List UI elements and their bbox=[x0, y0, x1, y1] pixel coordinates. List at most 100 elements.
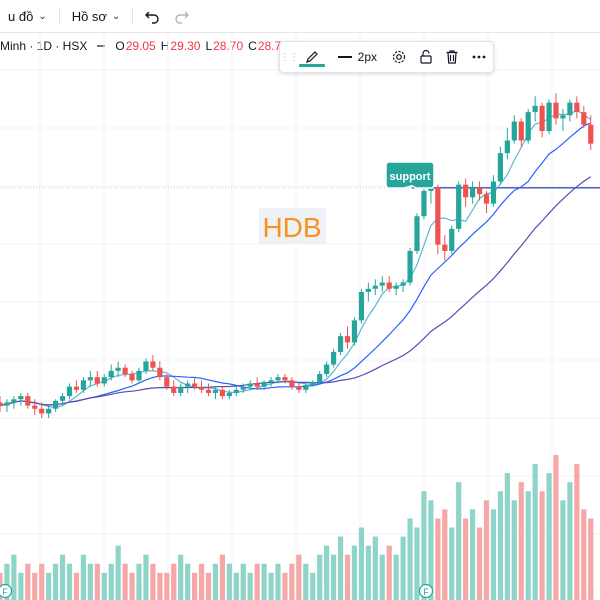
event-badge-label: F bbox=[423, 587, 429, 597]
volume-bar bbox=[178, 554, 184, 600]
candle bbox=[476, 181, 483, 201]
close-label: C bbox=[248, 39, 257, 53]
candle bbox=[122, 364, 128, 378]
volume-bar bbox=[386, 545, 392, 600]
candle bbox=[66, 383, 73, 400]
candle bbox=[192, 377, 198, 390]
pencil-icon bbox=[305, 51, 318, 63]
volume-bar bbox=[254, 563, 260, 600]
volume-bar bbox=[546, 473, 552, 600]
volume-bar bbox=[497, 491, 503, 600]
candle bbox=[282, 374, 288, 384]
candle bbox=[164, 374, 170, 390]
lock-button[interactable] bbox=[413, 42, 439, 72]
candle bbox=[101, 374, 107, 387]
candle bbox=[25, 392, 31, 409]
candle bbox=[400, 279, 406, 292]
redo-button[interactable] bbox=[167, 0, 197, 32]
toolbar-divider bbox=[58, 7, 60, 25]
event-badge-1[interactable]: F bbox=[0, 583, 13, 599]
delete-button[interactable] bbox=[439, 42, 465, 72]
volume-bar bbox=[393, 554, 399, 600]
support-callout[interactable]: support bbox=[385, 161, 435, 189]
collapse-icon[interactable] bbox=[97, 45, 106, 47]
drag-handle-icon[interactable]: ⋮⋮ bbox=[280, 51, 299, 63]
candle bbox=[171, 380, 177, 397]
candle bbox=[233, 386, 239, 397]
candle bbox=[546, 99, 552, 135]
callout-shape bbox=[385, 161, 435, 189]
volume-bar bbox=[435, 518, 441, 600]
profile-menu-label: Hồ sơ bbox=[71, 8, 107, 24]
volume-bar bbox=[365, 545, 371, 600]
volume-bar bbox=[87, 563, 93, 600]
volume-bar bbox=[185, 563, 191, 600]
volume-bar bbox=[11, 554, 17, 600]
candle bbox=[39, 402, 45, 419]
candle bbox=[18, 392, 24, 406]
symbol-label[interactable]: Minh · 1D · HSX bbox=[0, 39, 88, 53]
line-width-button[interactable]: 2px bbox=[330, 42, 385, 72]
candle bbox=[268, 377, 274, 387]
volume-bar bbox=[4, 563, 10, 600]
undo-icon bbox=[145, 11, 160, 24]
color-button[interactable] bbox=[294, 42, 330, 72]
candle bbox=[511, 115, 517, 144]
volume-bar bbox=[407, 518, 413, 600]
candle bbox=[324, 361, 330, 378]
volume-bar bbox=[525, 491, 531, 600]
candle bbox=[539, 102, 545, 138]
candle bbox=[157, 361, 163, 381]
chevron-down-icon: ⌄ bbox=[38, 10, 47, 22]
volume-bar bbox=[358, 527, 364, 600]
undo-button[interactable] bbox=[137, 0, 167, 32]
volume-bar bbox=[372, 536, 378, 600]
volume-bar bbox=[46, 572, 52, 600]
open-label: O bbox=[115, 39, 125, 53]
chart-menu[interactable]: u đồ ⌄ bbox=[0, 0, 55, 32]
volume-bar bbox=[25, 563, 31, 600]
volume-bar bbox=[226, 563, 232, 600]
event-badge-2[interactable]: F bbox=[418, 583, 434, 599]
candle bbox=[365, 282, 371, 302]
profile-menu[interactable]: Hồ sơ ⌄ bbox=[64, 0, 129, 32]
candle bbox=[567, 99, 573, 122]
candle bbox=[143, 358, 149, 375]
volume-bar bbox=[268, 572, 274, 600]
volume-bar bbox=[164, 572, 170, 600]
candle bbox=[59, 392, 66, 406]
candle bbox=[518, 118, 524, 147]
volume-bar bbox=[247, 572, 253, 600]
volume-bar bbox=[351, 545, 358, 600]
lock-icon bbox=[420, 49, 432, 64]
more-button[interactable] bbox=[465, 42, 493, 72]
candle bbox=[11, 396, 17, 409]
candle bbox=[247, 380, 253, 390]
volume-bar bbox=[574, 464, 580, 600]
candle bbox=[497, 146, 503, 185]
volume-bar bbox=[337, 536, 344, 600]
candle bbox=[53, 399, 59, 412]
candle bbox=[414, 213, 420, 255]
volume-bar bbox=[414, 527, 420, 600]
candle bbox=[226, 389, 232, 400]
volume-bar bbox=[171, 563, 177, 600]
candle bbox=[504, 127, 510, 160]
settings-button[interactable] bbox=[385, 42, 413, 72]
volume-bar bbox=[108, 563, 114, 600]
volume-bar bbox=[588, 518, 594, 600]
volume-bar bbox=[449, 527, 455, 600]
volume-bar bbox=[400, 536, 406, 600]
moving-average-line bbox=[0, 122, 592, 407]
callout-text: support bbox=[390, 171, 431, 183]
candle bbox=[303, 383, 309, 393]
candle bbox=[4, 399, 10, 412]
moving-average-line bbox=[0, 176, 592, 407]
volume-bar bbox=[150, 563, 156, 600]
candle bbox=[525, 108, 531, 144]
low-value: 28.70 bbox=[213, 39, 244, 53]
candle bbox=[136, 367, 142, 384]
candle bbox=[32, 399, 38, 416]
candle bbox=[442, 235, 448, 261]
